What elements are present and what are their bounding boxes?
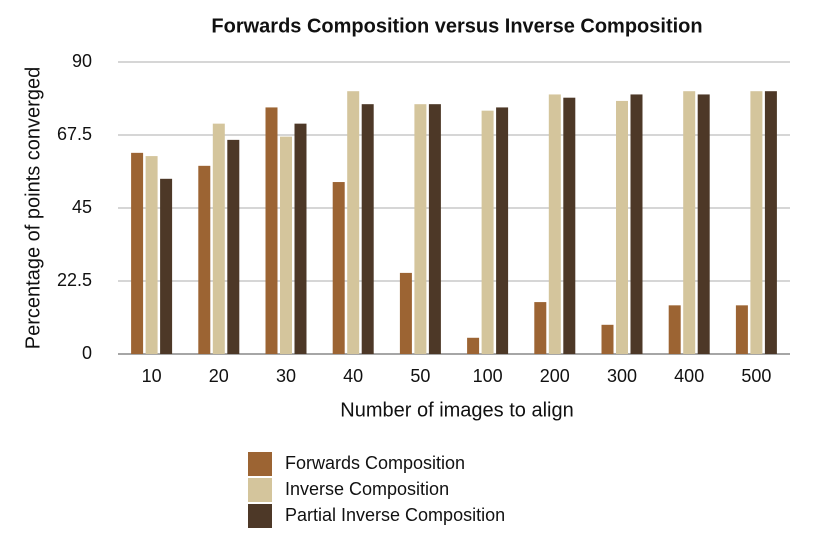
- bar: [630, 94, 643, 354]
- bar: [280, 136, 292, 354]
- bar: [616, 100, 628, 354]
- bar: [534, 302, 547, 354]
- bar: [361, 104, 374, 354]
- x-tick-label: 500: [741, 366, 771, 386]
- bar: [481, 110, 494, 355]
- bar: [145, 156, 158, 354]
- x-axis-label: Number of images to align: [340, 399, 573, 421]
- x-tick-label: 10: [142, 366, 162, 386]
- legend-label: Inverse Composition: [285, 479, 449, 499]
- bar: [735, 305, 748, 354]
- chart-title: Forwards Composition versus Inverse Comp…: [211, 15, 702, 37]
- x-tick-label: 300: [607, 366, 637, 386]
- x-tick-label: 40: [343, 366, 363, 386]
- bar: [131, 152, 144, 354]
- x-tick-label: 20: [209, 366, 229, 386]
- bar: [227, 139, 240, 354]
- bar: [496, 107, 509, 354]
- x-tick-label: 30: [276, 366, 296, 386]
- bar: [548, 94, 561, 354]
- y-tick-label: 45: [72, 197, 92, 217]
- bar: [428, 104, 441, 354]
- x-tick-label: 50: [410, 366, 430, 386]
- y-tick-label: 67.5: [57, 124, 92, 144]
- bar: [668, 305, 681, 354]
- bar: [347, 91, 360, 354]
- bar: [764, 91, 777, 354]
- x-tick-label: 400: [674, 366, 704, 386]
- legend-swatch: [248, 478, 272, 502]
- bar: [563, 97, 576, 354]
- bar: [399, 272, 412, 354]
- bar: [467, 337, 480, 354]
- bar: [750, 91, 763, 354]
- bar: [265, 107, 278, 354]
- y-tick-label: 90: [72, 51, 92, 71]
- y-tick-label: 0: [82, 343, 92, 363]
- legend-label: Partial Inverse Composition: [285, 505, 505, 525]
- legend-swatch: [248, 452, 272, 476]
- x-tick-label: 200: [540, 366, 570, 386]
- x-tick-label: 100: [473, 366, 503, 386]
- bar: [160, 178, 173, 354]
- legend-swatch: [248, 504, 272, 528]
- bar: [332, 182, 345, 354]
- y-axis-label: Percentage of points converged: [22, 67, 44, 349]
- bar: [601, 324, 614, 354]
- bar: [198, 165, 211, 354]
- bar: [697, 94, 710, 354]
- bar: [414, 104, 427, 354]
- y-tick-label: 22.5: [57, 270, 92, 290]
- legend-label: Forwards Composition: [285, 453, 465, 473]
- bar: [294, 123, 307, 355]
- bar: [212, 123, 225, 355]
- bar: [683, 91, 696, 354]
